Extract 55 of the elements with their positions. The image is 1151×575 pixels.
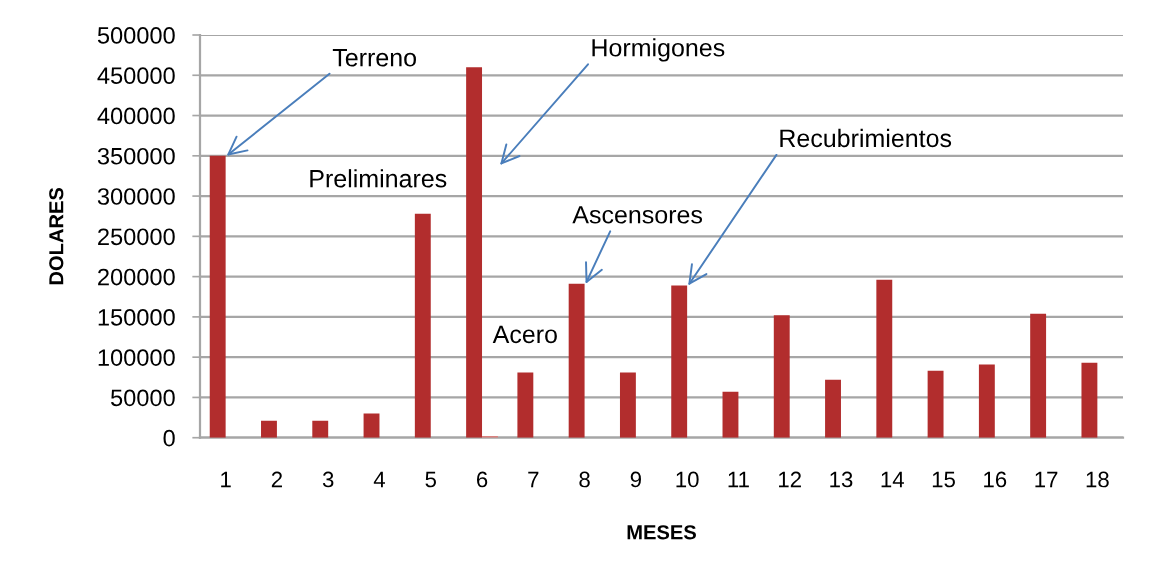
bar bbox=[927, 370, 944, 438]
y-tick-label: 50000 bbox=[110, 389, 175, 407]
annotation: Recubrimientos bbox=[780, 128, 952, 148]
x-tick-label: 4 bbox=[373, 471, 385, 488]
x-tick-label: 16 bbox=[984, 471, 1007, 488]
y-tick-label: 200000 bbox=[98, 268, 175, 286]
x-tick-label: 3 bbox=[322, 471, 334, 488]
bar bbox=[773, 315, 790, 438]
bar bbox=[1030, 313, 1047, 438]
bar bbox=[825, 379, 841, 438]
x-tick-label: 15 bbox=[932, 471, 955, 488]
annotation: Ascensores bbox=[572, 206, 703, 224]
y-tick-label: 400000 bbox=[97, 107, 175, 125]
y-tick-label: 500000 bbox=[97, 27, 175, 44]
x-tick-label: 2 bbox=[271, 471, 282, 488]
bar bbox=[568, 283, 585, 438]
x-tick-label: 1 bbox=[221, 471, 231, 488]
x-tick-label: 9 bbox=[630, 471, 641, 488]
x-tick-label: 8 bbox=[579, 471, 590, 488]
annotation: Terreno bbox=[332, 49, 416, 67]
x-tick-label: 12 bbox=[779, 471, 801, 488]
y-tick-label: 250000 bbox=[98, 228, 175, 246]
x-tick-label: 17 bbox=[1035, 471, 1058, 488]
bar bbox=[722, 391, 739, 438]
x-tick-label: 7 bbox=[528, 471, 539, 488]
x-tick-label: 6 bbox=[476, 471, 488, 488]
bar bbox=[466, 67, 483, 438]
bar bbox=[619, 372, 636, 438]
x-tick-label: 18 bbox=[1086, 471, 1109, 488]
x-tick-label: 10 bbox=[676, 471, 699, 488]
annotation: Acero bbox=[492, 325, 557, 344]
annotation: Hormigones bbox=[592, 38, 725, 62]
bar bbox=[1081, 362, 1098, 438]
annotation: Preliminares bbox=[310, 169, 447, 188]
y-tick-label: 150000 bbox=[98, 308, 175, 326]
bar bbox=[363, 413, 380, 438]
bar bbox=[312, 420, 329, 438]
x-tick-label: 13 bbox=[830, 471, 853, 488]
bar bbox=[876, 279, 893, 438]
x-tick-label: 5 bbox=[425, 471, 436, 488]
y-axis-title: DOLARES bbox=[49, 187, 64, 285]
bar bbox=[671, 285, 688, 438]
y-tick-label: 0 bbox=[163, 429, 175, 447]
bar bbox=[209, 155, 226, 438]
bar bbox=[261, 420, 277, 438]
bar bbox=[517, 372, 534, 438]
x-tick-label: 11 bbox=[728, 471, 749, 488]
y-tick-label: 450000 bbox=[97, 67, 175, 85]
y-tick-label: 350000 bbox=[97, 147, 175, 165]
y-tick-label: 100000 bbox=[98, 349, 175, 366]
bar bbox=[978, 364, 995, 438]
y-tick-label: 300000 bbox=[97, 188, 175, 205]
x-axis-title: MESES bbox=[627, 525, 696, 540]
x-tick-label: 14 bbox=[881, 471, 904, 488]
bar bbox=[414, 213, 431, 438]
